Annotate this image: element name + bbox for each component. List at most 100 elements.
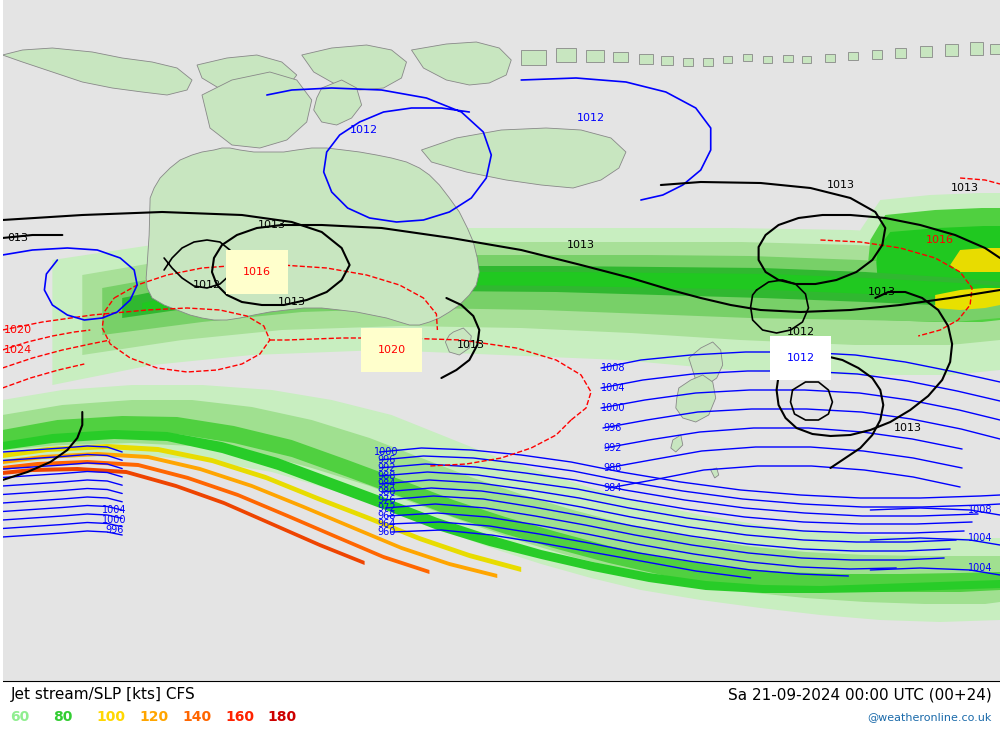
Polygon shape (314, 80, 362, 125)
Polygon shape (895, 48, 906, 58)
Polygon shape (743, 54, 752, 61)
Polygon shape (683, 58, 693, 66)
Text: 120: 120 (139, 710, 168, 724)
Text: 1020: 1020 (3, 325, 32, 335)
Text: Sa 21-09-2024 00:00 UTC (00+24): Sa 21-09-2024 00:00 UTC (00+24) (728, 688, 992, 702)
Text: 1012: 1012 (350, 125, 378, 135)
Polygon shape (3, 452, 497, 578)
Text: 1013: 1013 (278, 297, 306, 307)
Polygon shape (3, 444, 521, 572)
Text: 992: 992 (604, 443, 622, 453)
Polygon shape (825, 54, 835, 62)
Text: 1013: 1013 (457, 340, 485, 350)
Text: 1000: 1000 (374, 447, 399, 457)
Text: 1016: 1016 (243, 267, 271, 277)
Polygon shape (3, 48, 192, 95)
Polygon shape (711, 468, 719, 478)
Text: 1004: 1004 (102, 505, 126, 515)
Text: 1013: 1013 (826, 180, 854, 190)
Polygon shape (421, 128, 626, 188)
Text: 1013: 1013 (951, 183, 979, 193)
Text: 013: 013 (7, 233, 28, 243)
Polygon shape (3, 467, 365, 565)
Polygon shape (3, 416, 1000, 592)
Text: 1013: 1013 (258, 220, 286, 230)
Text: 980: 980 (377, 487, 396, 497)
Polygon shape (920, 46, 932, 57)
Text: 1016: 1016 (926, 235, 954, 245)
Text: 60: 60 (10, 710, 30, 724)
Text: 1008: 1008 (968, 505, 992, 515)
Text: 1013: 1013 (868, 287, 896, 297)
Text: 984: 984 (377, 479, 396, 489)
Text: 988: 988 (377, 471, 396, 481)
Polygon shape (763, 56, 772, 63)
Text: 960: 960 (377, 527, 396, 537)
Polygon shape (52, 228, 1000, 385)
Polygon shape (3, 385, 1000, 622)
Polygon shape (950, 248, 1000, 272)
Text: 80: 80 (53, 710, 73, 724)
Text: 1000: 1000 (601, 403, 625, 413)
Polygon shape (3, 430, 1000, 593)
Text: 992: 992 (377, 463, 396, 473)
Polygon shape (556, 48, 576, 62)
Text: 996: 996 (105, 525, 123, 535)
Text: 140: 140 (182, 710, 211, 724)
Text: 160: 160 (225, 710, 254, 724)
Polygon shape (935, 288, 1000, 310)
Polygon shape (82, 242, 1000, 355)
Polygon shape (868, 208, 1000, 322)
Text: 976: 976 (377, 495, 396, 505)
Polygon shape (3, 400, 1000, 604)
Polygon shape (122, 266, 1000, 318)
Text: 1008: 1008 (601, 363, 625, 373)
Text: 996: 996 (604, 423, 622, 433)
Text: 1013: 1013 (894, 423, 922, 433)
Polygon shape (671, 435, 683, 452)
Text: 1012: 1012 (577, 113, 605, 123)
Text: 1012: 1012 (786, 327, 815, 337)
Text: 180: 180 (268, 710, 297, 724)
Bar (3, 681, 1000, 733)
Text: 1004: 1004 (968, 533, 992, 543)
Polygon shape (302, 45, 406, 90)
Polygon shape (689, 342, 723, 385)
Text: 100: 100 (96, 710, 125, 724)
Polygon shape (848, 52, 858, 60)
Polygon shape (876, 226, 1000, 296)
Polygon shape (586, 50, 604, 62)
Text: 1013: 1013 (567, 240, 595, 250)
Polygon shape (3, 460, 429, 574)
Polygon shape (142, 272, 1000, 312)
Text: 968: 968 (377, 511, 396, 521)
Text: @weatheronline.co.uk: @weatheronline.co.uk (868, 712, 992, 722)
Polygon shape (855, 193, 1000, 362)
Polygon shape (146, 148, 479, 325)
Polygon shape (661, 56, 673, 65)
Text: 1012: 1012 (193, 280, 221, 290)
Polygon shape (411, 42, 511, 85)
Text: 972: 972 (377, 503, 396, 513)
Text: 984: 984 (604, 483, 622, 493)
Polygon shape (945, 44, 958, 56)
Polygon shape (676, 375, 716, 422)
Polygon shape (723, 56, 732, 63)
Polygon shape (613, 52, 628, 62)
Polygon shape (639, 54, 653, 64)
Text: 1012: 1012 (786, 353, 815, 363)
Text: 964: 964 (377, 519, 396, 529)
Polygon shape (521, 50, 546, 65)
Text: 1004: 1004 (601, 383, 625, 393)
Polygon shape (970, 42, 983, 55)
Polygon shape (197, 55, 297, 95)
Text: 1004: 1004 (968, 563, 992, 573)
Text: 1024: 1024 (3, 345, 32, 355)
Polygon shape (872, 50, 882, 59)
Polygon shape (102, 255, 1000, 335)
Text: 1020: 1020 (377, 345, 406, 355)
Text: Jet stream/SLP [kts] CFS: Jet stream/SLP [kts] CFS (10, 688, 195, 702)
Polygon shape (783, 55, 793, 62)
Polygon shape (703, 58, 713, 66)
Polygon shape (802, 56, 811, 63)
